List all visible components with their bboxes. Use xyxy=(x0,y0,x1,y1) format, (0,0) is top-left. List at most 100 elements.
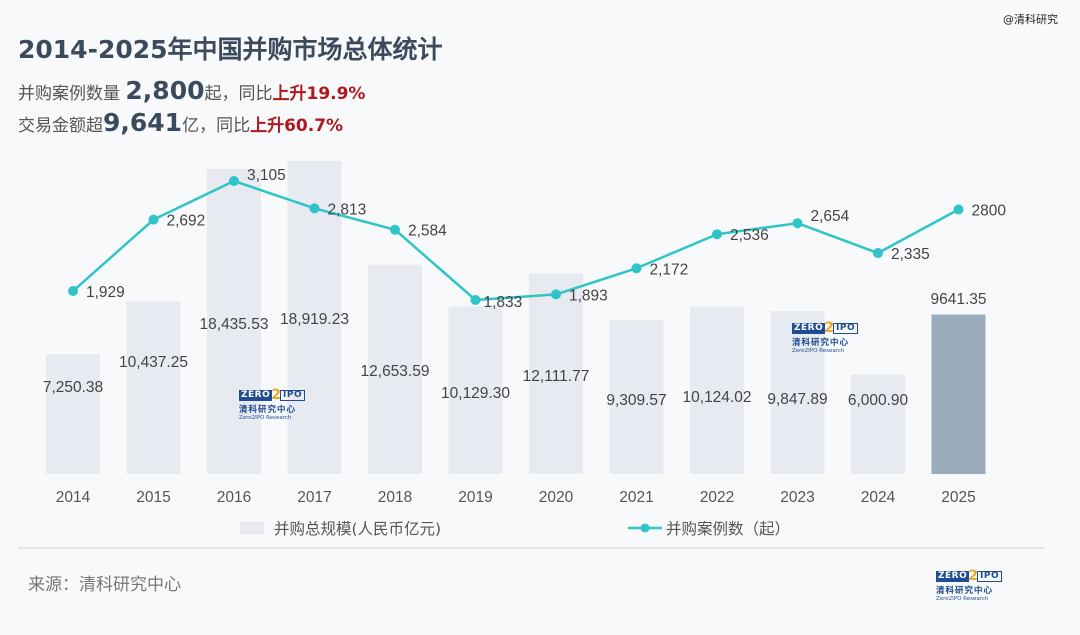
bar-value-label: 18,919.23 xyxy=(280,311,349,328)
legend-bar: 并购总规模(人民币亿元) xyxy=(240,517,441,539)
deal-count-unit: 起，同比 xyxy=(204,84,273,104)
bar-value-label: 9,847.89 xyxy=(767,391,827,408)
x-tick-label: 2023 xyxy=(780,489,814,506)
line-value-label: 1,893 xyxy=(569,287,608,304)
bar-2016 xyxy=(207,169,261,475)
line-value-label: 2,335 xyxy=(891,246,930,263)
legend-line: 并购案例数（起） xyxy=(628,517,790,539)
line-point-2016 xyxy=(229,176,239,186)
bar-2023 xyxy=(770,311,825,474)
divider xyxy=(18,547,1045,549)
deal-count-summary: 并购案例数量 2,800起，同比上升19.9% xyxy=(18,76,365,105)
line-point-2019 xyxy=(470,295,481,305)
bar-value-label: 6,000.90 xyxy=(848,392,909,409)
x-tick-label: 2019 xyxy=(458,489,492,506)
line-point-2017 xyxy=(309,203,320,214)
logo-ipo: IPO xyxy=(280,390,306,401)
watermark: @清科研究 xyxy=(1003,13,1058,26)
line-labels: 1,929 2,692 3,105 2,813 2,584 1,833 1,893 2,172… xyxy=(86,167,1006,311)
deal-count-change: 上升19.9% xyxy=(272,84,366,104)
bar-value-label: 18,435.53 xyxy=(200,316,269,333)
bar-value-label: 12,111.77 xyxy=(523,368,590,385)
bar-2019 xyxy=(448,306,503,474)
bar-2020 xyxy=(529,273,583,474)
deal-amount-prefix: 交易金额超 xyxy=(18,116,103,136)
bar-2025 xyxy=(931,314,986,474)
line-value-label: 2,692 xyxy=(167,213,206,230)
bar-2015 xyxy=(126,301,181,474)
line-value-label: 1,929 xyxy=(86,284,125,301)
bar-2024 xyxy=(851,374,905,474)
logo-cn: 清科研究中心 xyxy=(936,586,994,596)
x-tick-label: 2018 xyxy=(378,489,412,506)
x-tick-label: 2014 xyxy=(56,489,91,506)
bar-value-label: 10,124.02 xyxy=(683,389,752,406)
deal-amount-summary: 交易金额超9,641亿，同比上升60.7% xyxy=(18,108,343,137)
bar-value-label: 10,437.25 xyxy=(119,354,188,371)
legend-line-label: 并购案例数（起） xyxy=(666,520,791,538)
line-point-2025 xyxy=(953,204,964,215)
zero2ipo-logo: ZERO 2 IPO 清科研究中心 Zero2IPO Research xyxy=(936,568,1006,602)
line-point-2023 xyxy=(792,218,803,229)
x-tick-label: 2024 xyxy=(861,489,896,506)
x-tick-label: 2021 xyxy=(619,489,653,506)
logo-ipo: IPO xyxy=(833,323,859,334)
bar-value-label: 7,250.38 xyxy=(43,379,103,396)
bar-2022 xyxy=(690,306,744,474)
deal-count-prefix: 并购案例数量 xyxy=(18,84,126,104)
x-tick-label: 2022 xyxy=(700,489,734,506)
deal-amount-change: 上升60.7% xyxy=(250,116,344,136)
x-tick-label: 2025 xyxy=(941,489,975,506)
bar-2021 xyxy=(609,319,664,474)
logo-zero: ZERO xyxy=(936,571,970,582)
logo-two: 2 xyxy=(968,568,979,584)
logo-en: Zero2IPO Research xyxy=(239,415,292,421)
bar-value-label: 9641.35 xyxy=(930,291,986,308)
x-tick-label: 2015 xyxy=(136,489,170,506)
logo-ipo: IPO xyxy=(977,571,1003,582)
zero2ipo-logo-watermark: ZERO 2 IPO 清科研究中心 Zero2IPO Research xyxy=(239,387,309,421)
line-value-label: 2800 xyxy=(972,203,1007,220)
line-value-label: 1,833 xyxy=(484,294,523,311)
bar-value-label: 10,129.30 xyxy=(441,385,510,402)
bar-labels: 7,250.38 10,437.25 18,435.53 18,919.23 12,65… xyxy=(43,291,987,409)
logo-two: 2 xyxy=(271,387,282,403)
line-point-2014 xyxy=(68,286,78,297)
logo-zero: ZERO xyxy=(792,323,826,334)
deal-count-value: 2,800 xyxy=(125,76,205,105)
bar-2014 xyxy=(46,354,100,474)
deal-amount-value: 9,641 xyxy=(103,108,183,137)
logo-en: Zero2IPO Research xyxy=(936,596,989,602)
line-point-2022 xyxy=(712,229,722,240)
combo-chart: 7,250.38 10,437.25 18,435.53 18,919.23 12,65… xyxy=(43,161,1006,506)
deal-amount-unit: 亿，同比 xyxy=(182,116,251,136)
x-tick-label: 2016 xyxy=(217,489,251,506)
line-point-2018 xyxy=(390,224,400,235)
line-value-label: 3,105 xyxy=(247,167,286,184)
line-value-label: 2,813 xyxy=(328,201,367,218)
legend-bar-swatch xyxy=(240,522,264,534)
bar-2018 xyxy=(368,264,422,474)
logo-zero: ZERO xyxy=(239,390,273,401)
source-note: 来源：清科研究中心 xyxy=(28,575,181,595)
logo-two: 2 xyxy=(824,320,835,336)
logo-cn: 清科研究中心 xyxy=(792,338,850,348)
line-point-2021 xyxy=(631,263,642,274)
line-value-label: 2,536 xyxy=(730,227,769,244)
bar-value-label: 12,653.59 xyxy=(361,363,430,380)
legend-bar-label: 并购总规模(人民币亿元) xyxy=(274,520,442,538)
line-value-label: 2,584 xyxy=(408,223,447,240)
x-axis-labels: 2014 2015 2016 2017 2018 2019 2020 2021 2022 2023… xyxy=(56,489,976,506)
line-value-label: 2,172 xyxy=(650,261,689,278)
logo-cn: 清科研究中心 xyxy=(239,405,297,415)
zero2ipo-logo-watermark: ZERO 2 IPO 清科研究中心 Zero2IPO Research xyxy=(792,320,862,354)
line-value-label: 2,654 xyxy=(811,208,850,225)
logo-en: Zero2IPO Research xyxy=(792,348,845,354)
legend-line-marker-icon xyxy=(628,523,662,533)
bar-series xyxy=(46,161,986,475)
line-point-2020 xyxy=(551,289,561,300)
x-tick-label: 2017 xyxy=(297,489,331,506)
bar-value-label: 9,309.57 xyxy=(606,392,666,409)
line-point-2024 xyxy=(873,248,883,259)
x-tick-label: 2020 xyxy=(539,489,574,506)
